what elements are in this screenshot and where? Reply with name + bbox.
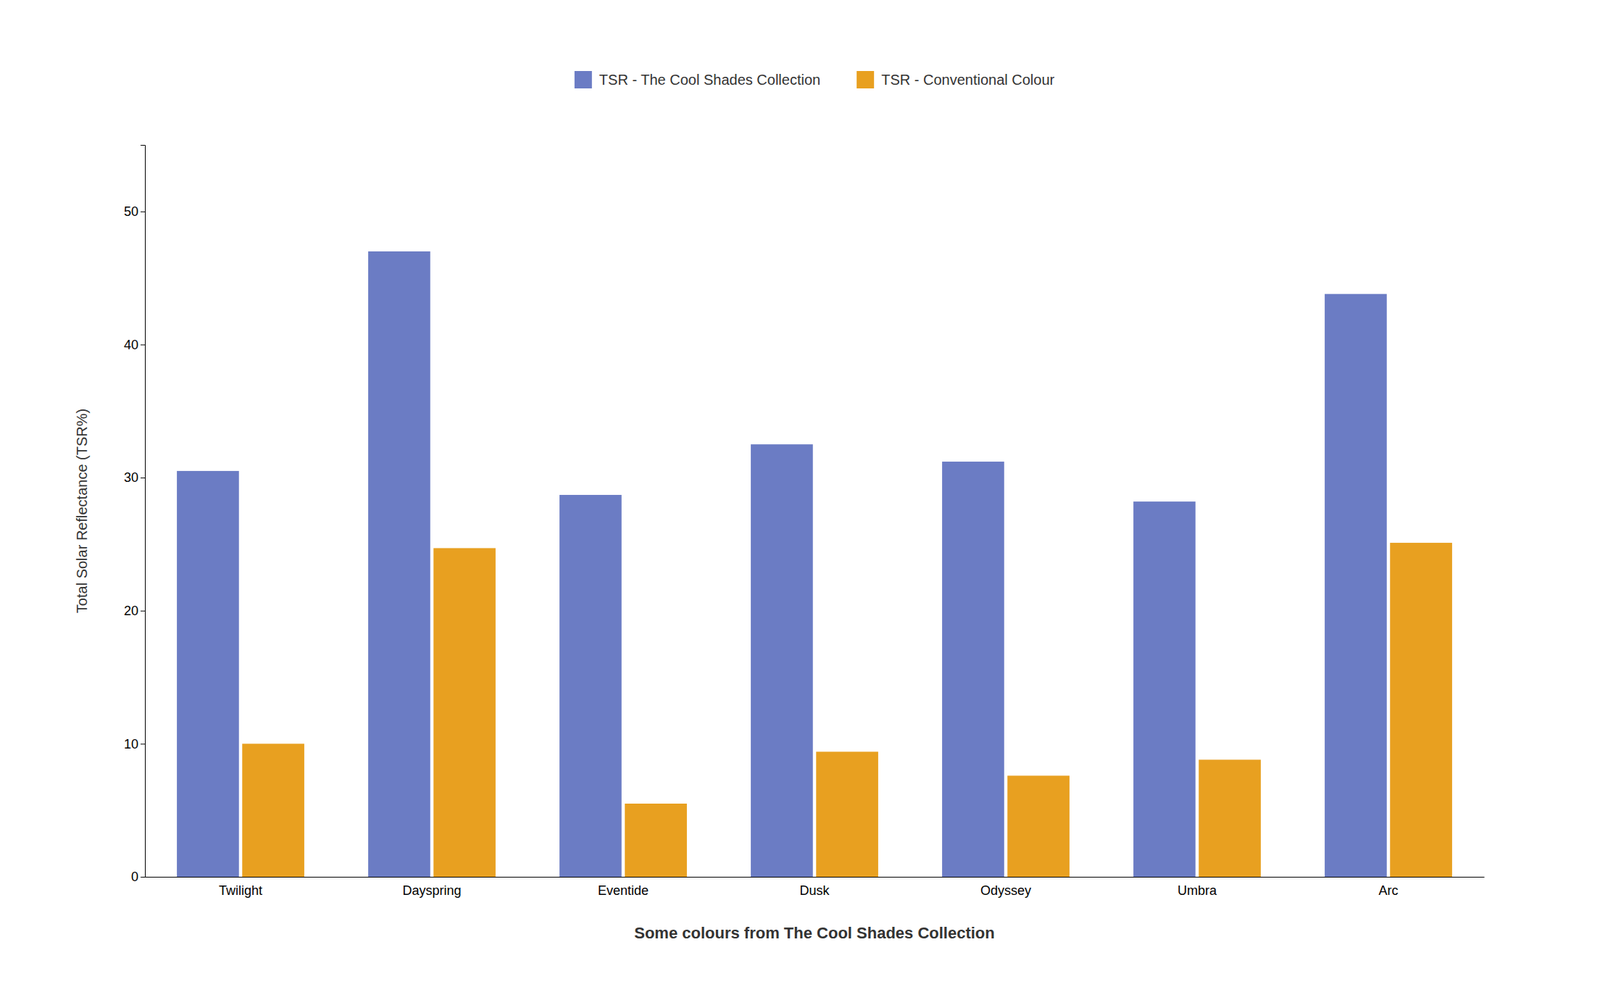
bar [1198, 759, 1261, 877]
bar [433, 547, 496, 877]
x-tick-label: Dayspring [402, 883, 461, 898]
bar [1007, 775, 1070, 877]
y-tick-mark [140, 610, 145, 612]
bar [1133, 501, 1196, 877]
x-tick-label: Twilight [218, 883, 263, 898]
x-tick: Umbra [1177, 883, 1218, 898]
bar [242, 743, 305, 877]
x-tick: Eventide [597, 883, 649, 898]
legend-item: TSR - Conventional Colour [856, 71, 1055, 89]
y-tick: 30 [123, 470, 145, 485]
y-tick-label: 50 [123, 204, 139, 219]
series [176, 251, 1387, 877]
bars [176, 251, 1453, 877]
legend-swatch [856, 71, 874, 89]
bar [815, 751, 879, 877]
bar [1324, 294, 1387, 877]
x-axis: Twilight Dayspring Eventide Dusk Odyssey Umbr… [145, 877, 1485, 898]
x-tick: Dusk [799, 883, 830, 898]
x-tick: Odyssey [980, 883, 1032, 898]
x-tick-label: Arc [1378, 883, 1399, 898]
x-tick-label: Odyssey [980, 883, 1032, 898]
y-tick-mark [140, 344, 145, 345]
y-tick-mark [140, 876, 145, 878]
x-tick-label: Eventide [597, 883, 649, 898]
bar [559, 494, 622, 877]
legend-swatch [574, 71, 593, 89]
y-tick-label: 0 [131, 869, 139, 885]
legend-item: TSR - The Cool Shades Collection [574, 71, 821, 89]
y-tick: 0 [131, 869, 145, 885]
y-tick-label: 30 [123, 470, 139, 485]
y-tick-mark [140, 477, 145, 479]
x-tick: Twilight [218, 883, 263, 898]
bar [750, 444, 814, 877]
y-tick-mark [140, 211, 145, 213]
x-tick-label: Umbra [1177, 883, 1218, 898]
series [242, 542, 1453, 877]
y-axis-title: Total Solar Reflectance (TSR%) [73, 408, 90, 614]
legend-label: TSR - The Cool Shades Collection [599, 71, 821, 88]
bar [176, 471, 240, 877]
bar [368, 251, 431, 877]
x-tick: Dayspring [402, 883, 461, 898]
y-tick-label: 10 [123, 736, 139, 752]
x-tick-label: Dusk [799, 883, 830, 898]
plot: 0 10 20 30 40 50 Twilight Dayspring Eventide Dusk… [123, 145, 1485, 898]
x-axis-title: Some colours from The Cool Shades Collec… [634, 923, 995, 943]
chart: 0 10 20 30 40 50 Twilight Dayspring Eventide Dusk… [0, 0, 1600, 1000]
legend: TSR - The Cool Shades Collection TSR - Co… [574, 71, 1056, 89]
bar [1389, 542, 1453, 877]
y-tick-label: 40 [123, 337, 139, 353]
y-axis: 0 10 20 30 40 50 [123, 145, 146, 885]
bar [624, 803, 687, 877]
y-tick: 50 [123, 204, 145, 219]
y-tick: 40 [123, 337, 145, 353]
y-tick: 10 [123, 736, 145, 752]
bar [942, 461, 1005, 877]
x-tick: Arc [1378, 883, 1399, 898]
y-tick: 20 [123, 603, 145, 619]
y-axis-line [140, 145, 146, 878]
y-tick-mark [140, 743, 145, 745]
x-axis-line [145, 876, 1485, 878]
y-tick-label: 20 [123, 603, 139, 619]
legend-label: TSR - Conventional Colour [881, 71, 1055, 88]
